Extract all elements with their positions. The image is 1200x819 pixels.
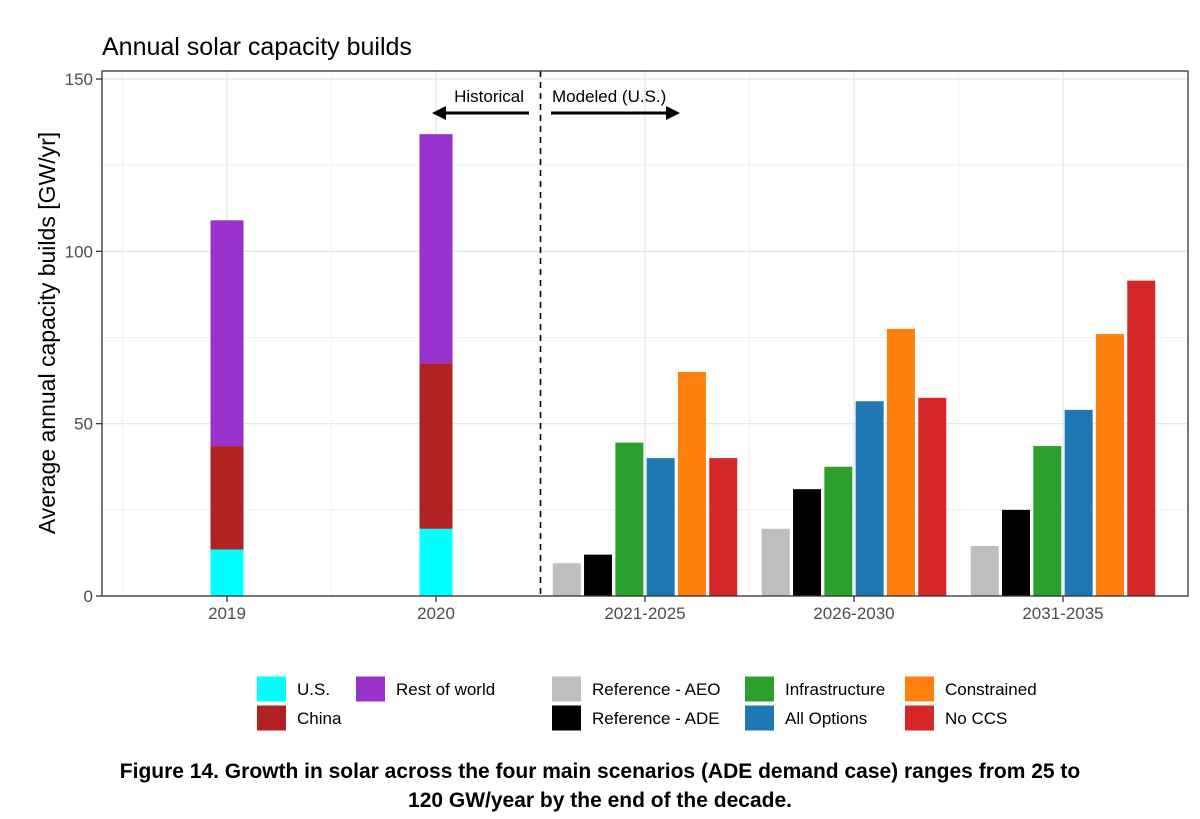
y-axis-label: Average annual capacity builds [GW/yr] (34, 132, 60, 534)
x-tick-label: 2021-2025 (604, 604, 685, 623)
caption-line-2: 120 GW/year by the end of the decade. (408, 789, 792, 812)
bar-reference-aeo-2021-2025 (552, 563, 581, 596)
legend-swatch-infrastructure (745, 676, 774, 702)
annotations: Historical Modeled (U.S.) (432, 71, 680, 596)
bar-reference-ade-2021-2025 (584, 554, 613, 596)
bar-china-2020 (419, 363, 453, 529)
bar-constrained-2031-2035 (1095, 334, 1124, 596)
figure-caption: Figure 14. Growth in solar across the fo… (0, 757, 1200, 815)
axes: 0 50 100 150 2019 2020 2021-2025 2026-2030 2031-… (65, 70, 1104, 623)
legend-swatch-reference-aeo (552, 676, 581, 702)
legend-label-reference-aeo: Reference - AEO (592, 680, 721, 699)
bar-all-options-2031-2035 (1064, 409, 1093, 596)
historical-arrow-head (432, 106, 446, 120)
bar-all-options-2026-2030 (855, 401, 884, 596)
modeled-label: Modeled (U.S.) (552, 87, 666, 106)
bar-constrained-2021-2025 (677, 371, 706, 596)
legend-label-infrastructure: Infrastructure (785, 680, 885, 699)
legend-label-reference-ade: Reference - ADE (592, 709, 720, 728)
x-tick-label: 2031-2035 (1022, 604, 1103, 623)
bar-no-ccs-2031-2035 (1127, 280, 1156, 596)
legend-label-constrained: Constrained (945, 680, 1037, 699)
bar-reference-ade-2026-2030 (793, 489, 822, 596)
bar-reference-ade-2031-2035 (1002, 509, 1031, 596)
bar-no-ccs-2021-2025 (709, 458, 738, 596)
solar-capacity-chart: Annual solar capacity builds Historical M… (34, 33, 1189, 731)
caption-line-1: Figure 14. Growth in solar across the fo… (119, 760, 1081, 783)
legend-label-china: China (297, 709, 342, 728)
legend-swatch-u-s- (257, 676, 286, 702)
legend-swatch-all-options (745, 705, 774, 731)
bar-infrastructure-2021-2025 (615, 442, 644, 596)
bar-rest-of-world-2020 (419, 134, 453, 364)
bar-infrastructure-2031-2035 (1033, 446, 1062, 596)
bar-constrained-2026-2030 (886, 328, 915, 596)
y-tick-label: 0 (84, 587, 93, 606)
bar-u-s--2020 (419, 528, 453, 596)
legend-label-u-s-: U.S. (297, 680, 330, 699)
bars (210, 134, 1156, 596)
bar-rest-of-world-2019 (210, 220, 244, 447)
legend-swatch-rest-of-world (356, 676, 385, 702)
bar-reference-aeo-2031-2035 (970, 546, 999, 596)
bar-u-s--2019 (210, 549, 244, 596)
bar-no-ccs-2026-2030 (918, 397, 947, 596)
legend-label-all-options: All Options (785, 709, 867, 728)
legend-swatch-reference-ade (552, 705, 581, 731)
legend: U.S. Rest of world Reference - AEO Infrastr… (257, 676, 1037, 731)
bar-reference-aeo-2026-2030 (761, 528, 790, 596)
bar-infrastructure-2026-2030 (824, 466, 853, 596)
chart-title: Annual solar capacity builds (102, 33, 412, 61)
legend-swatch-constrained (905, 676, 934, 702)
y-tick-label: 100 (65, 242, 93, 261)
historical-label: Historical (454, 87, 524, 106)
bar-china-2019 (210, 446, 244, 550)
x-tick-label: 2026-2030 (813, 604, 894, 623)
x-tick-label: 2019 (208, 604, 246, 623)
bar-all-options-2021-2025 (646, 458, 675, 596)
x-tick-label: 2020 (417, 604, 455, 623)
legend-label-no-ccs: No CCS (945, 709, 1007, 728)
legend-swatch-no-ccs (905, 705, 934, 731)
legend-label-rest-of-world: Rest of world (396, 680, 495, 699)
modeled-arrow-head (666, 106, 680, 120)
legend-swatch-china (257, 705, 286, 731)
y-tick-label: 150 (65, 70, 93, 89)
y-tick-label: 50 (74, 415, 93, 434)
